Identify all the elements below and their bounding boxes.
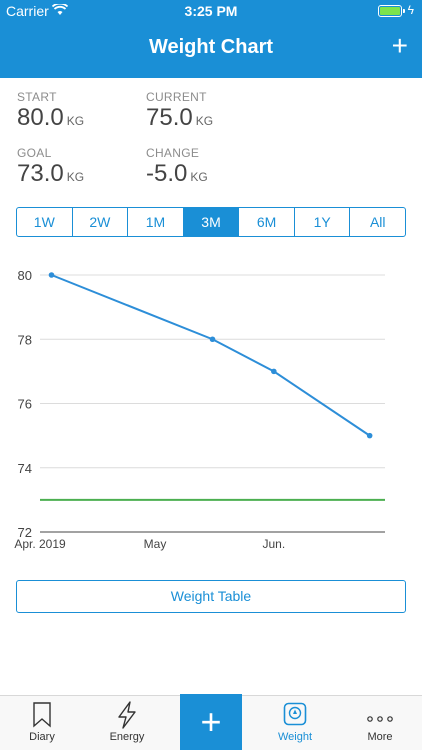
stat-current-label: CURRENT [146, 90, 207, 104]
wifi-icon [51, 2, 69, 19]
range-3m[interactable]: 3M [182, 208, 239, 236]
data-point [209, 336, 216, 343]
y-tick-label: 78 [18, 332, 32, 347]
x-tick-label: May [144, 537, 167, 551]
weight-chart: 72 74 76 78 80 Apr. 2019 May Jun. [14, 268, 385, 551]
stat-change-value: -5.0 [146, 160, 188, 187]
tab-weight-label: Weight [277, 731, 313, 743]
stat-start: START 80.0 KG [17, 90, 84, 132]
x-tick-label: Jun. [262, 537, 285, 551]
data-point [366, 432, 373, 439]
y-tick-label: 72 [18, 525, 32, 540]
data-point [271, 368, 277, 375]
stat-goal-label: GOAL [17, 146, 52, 160]
tab-energy[interactable]: Energy [84, 696, 170, 750]
more-dots-icon [338, 701, 422, 729]
stat-start-unit: KG [66, 114, 85, 128]
tab-more[interactable]: More [338, 696, 422, 750]
stat-current-value: 75.0 [146, 104, 193, 131]
stat-goal: GOAL 73.0 KG [17, 146, 84, 188]
scale-icon [254, 701, 336, 729]
battery-icon [378, 5, 405, 17]
bookmark-icon [0, 701, 84, 729]
tab-weight[interactable]: Weight [254, 696, 336, 750]
range-6m[interactable]: 6M [238, 208, 294, 236]
tab-more-label: More [367, 731, 393, 743]
range-all[interactable]: All [349, 208, 405, 236]
x-tick-label: Apr. 2019 [14, 537, 66, 551]
charging-icon: ϟ [407, 3, 414, 17]
page-title: Weight Chart [148, 36, 274, 58]
range-2w[interactable]: 2W [71, 208, 128, 236]
range-1w[interactable]: 1W [33, 214, 55, 230]
range-1m[interactable]: 1M [127, 208, 183, 236]
stat-current: CURRENT 75.0 KG [146, 90, 213, 132]
stat-change: CHANGE -5.0 KG [146, 146, 208, 188]
navigation-bar: Carrier 3:25 PM ϟ Weight Chart + [0, 0, 422, 78]
add-weight-button[interactable]: + [391, 30, 408, 61]
stat-current-unit: KG [195, 114, 214, 128]
lightning-icon [84, 701, 170, 729]
y-tick-label: 74 [18, 461, 32, 476]
carrier-label: Carrier [6, 3, 49, 19]
range-1y[interactable]: 1Y [293, 208, 350, 236]
stat-goal-unit: KG [66, 170, 85, 184]
data-point [48, 272, 55, 278]
y-tick-label: 80 [18, 268, 32, 283]
weight-table-button[interactable]: Weight Table [16, 580, 406, 613]
tab-diary-label: Diary [29, 731, 55, 743]
quick-add-button[interactable]: + [180, 694, 242, 750]
tab-diary[interactable]: Diary [0, 696, 84, 750]
range-selector: 1W 2W 1M 3M 6M 1Y All [16, 207, 406, 237]
stat-goal-value: 73.0 [17, 160, 64, 187]
stat-change-label: CHANGE [146, 146, 200, 160]
status-bar: Carrier 3:25 PM ϟ [0, 0, 422, 22]
y-tick-label: 76 [18, 397, 32, 412]
stat-start-value: 80.0 [17, 104, 64, 131]
stat-change-unit: KG [190, 170, 208, 184]
stat-start-label: START [17, 90, 57, 104]
tab-energy-label: Energy [109, 731, 145, 743]
clock: 3:25 PM [184, 3, 238, 19]
series-line [51, 274, 371, 437]
